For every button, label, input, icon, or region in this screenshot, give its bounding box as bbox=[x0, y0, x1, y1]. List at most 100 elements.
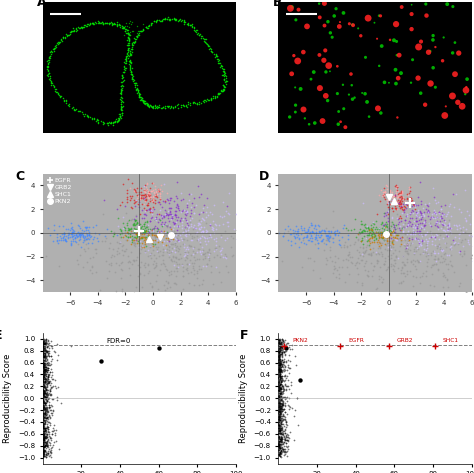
Point bbox=[203, 44, 210, 52]
Point bbox=[144, 269, 152, 277]
Point bbox=[129, 38, 137, 46]
Point bbox=[380, 233, 387, 240]
Point bbox=[42, 432, 49, 440]
Point bbox=[148, 197, 155, 204]
Point bbox=[126, 28, 134, 35]
Point bbox=[381, 232, 388, 240]
Point bbox=[132, 212, 140, 220]
Point bbox=[172, 234, 179, 241]
Point bbox=[208, 47, 215, 55]
Point bbox=[387, 244, 395, 251]
Point bbox=[188, 259, 196, 267]
Point bbox=[46, 52, 54, 60]
Point bbox=[48, 430, 56, 438]
Point bbox=[44, 383, 51, 391]
Point bbox=[135, 91, 143, 98]
Point bbox=[86, 20, 93, 27]
Point bbox=[422, 246, 429, 254]
Point bbox=[191, 249, 199, 256]
Point bbox=[143, 227, 150, 235]
Point bbox=[160, 15, 168, 23]
Point bbox=[181, 16, 188, 24]
Point bbox=[437, 252, 445, 259]
Point bbox=[409, 229, 416, 236]
Point bbox=[302, 228, 310, 236]
Point bbox=[44, 418, 51, 425]
Point bbox=[219, 214, 226, 221]
Point bbox=[128, 76, 136, 83]
Point bbox=[430, 282, 438, 290]
Point bbox=[158, 187, 165, 194]
Point bbox=[118, 104, 125, 111]
Point bbox=[46, 372, 53, 379]
Point bbox=[282, 439, 290, 447]
Point bbox=[322, 92, 329, 100]
Point bbox=[40, 341, 48, 348]
Point bbox=[148, 284, 155, 291]
Point bbox=[383, 233, 391, 240]
Point bbox=[449, 236, 456, 244]
Point bbox=[277, 438, 284, 445]
Point bbox=[126, 235, 134, 243]
Point bbox=[414, 234, 422, 242]
Point bbox=[50, 44, 57, 52]
Point bbox=[405, 236, 412, 243]
Point bbox=[141, 228, 148, 236]
Point bbox=[109, 121, 117, 129]
Point bbox=[112, 115, 120, 123]
Point bbox=[394, 215, 401, 222]
Point bbox=[40, 342, 47, 349]
Point bbox=[141, 259, 149, 267]
Point bbox=[355, 270, 362, 278]
Point bbox=[284, 236, 292, 244]
Point bbox=[40, 389, 48, 397]
Point bbox=[473, 272, 474, 280]
Point bbox=[414, 209, 422, 216]
Point bbox=[403, 191, 411, 198]
Point bbox=[375, 225, 383, 233]
Point bbox=[275, 443, 283, 450]
Point bbox=[316, 51, 323, 59]
Point bbox=[419, 218, 427, 226]
Point bbox=[127, 52, 134, 59]
Point bbox=[42, 394, 50, 401]
Point bbox=[284, 433, 292, 440]
Point bbox=[145, 221, 152, 229]
Point bbox=[50, 421, 58, 429]
Point bbox=[41, 410, 49, 417]
Point bbox=[183, 244, 191, 251]
Point bbox=[199, 35, 207, 42]
Point bbox=[156, 247, 164, 255]
Point bbox=[73, 26, 80, 34]
Point bbox=[43, 397, 51, 405]
Point bbox=[137, 243, 145, 250]
Point bbox=[336, 23, 343, 30]
Point bbox=[301, 114, 309, 122]
Point bbox=[112, 30, 120, 37]
Point bbox=[170, 219, 177, 226]
Point bbox=[40, 416, 48, 423]
Point bbox=[201, 250, 208, 258]
Point bbox=[363, 246, 370, 254]
Point bbox=[382, 223, 389, 231]
Point bbox=[450, 203, 457, 211]
Point bbox=[393, 52, 401, 59]
Point bbox=[278, 350, 286, 358]
Point bbox=[44, 407, 52, 414]
Point bbox=[275, 336, 283, 343]
Point bbox=[148, 103, 155, 111]
Point bbox=[277, 438, 285, 446]
Point bbox=[203, 260, 210, 268]
Point bbox=[78, 108, 86, 115]
Point bbox=[188, 24, 195, 31]
Point bbox=[40, 370, 47, 377]
Point bbox=[64, 229, 72, 236]
Point bbox=[356, 230, 364, 237]
Point bbox=[40, 435, 47, 442]
Point bbox=[42, 353, 49, 361]
Point bbox=[118, 288, 126, 295]
Point bbox=[274, 424, 282, 432]
Point bbox=[323, 256, 331, 264]
Point bbox=[279, 342, 287, 350]
Point bbox=[155, 199, 163, 206]
